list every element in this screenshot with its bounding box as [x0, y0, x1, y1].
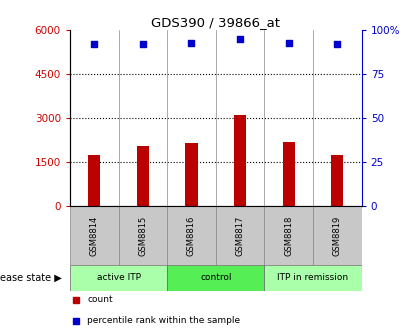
- Text: GSM8818: GSM8818: [284, 215, 293, 256]
- Point: [286, 40, 292, 45]
- Text: GSM8815: GSM8815: [139, 215, 147, 256]
- Bar: [234, 115, 246, 206]
- Text: GSM8814: GSM8814: [90, 215, 99, 256]
- Text: count: count: [88, 295, 113, 304]
- Text: control: control: [200, 274, 231, 283]
- Title: GDS390 / 39866_at: GDS390 / 39866_at: [151, 16, 280, 29]
- Point: [140, 42, 146, 47]
- Text: active ITP: active ITP: [97, 274, 141, 283]
- Text: disease state ▶: disease state ▶: [0, 273, 62, 283]
- Bar: [264, 265, 362, 291]
- Bar: [70, 265, 167, 291]
- Bar: [167, 265, 264, 291]
- Text: GSM8819: GSM8819: [333, 215, 342, 256]
- Point: [91, 42, 97, 47]
- Bar: [331, 155, 344, 206]
- Point: [237, 36, 243, 42]
- Bar: [216, 206, 264, 265]
- Bar: [264, 206, 313, 265]
- Text: percentile rank within the sample: percentile rank within the sample: [88, 317, 240, 325]
- Bar: [167, 206, 216, 265]
- Bar: [88, 155, 100, 206]
- Point: [334, 42, 341, 47]
- Point: [188, 40, 195, 45]
- Text: GSM8816: GSM8816: [187, 215, 196, 256]
- Bar: [313, 206, 362, 265]
- Text: GSM8817: GSM8817: [236, 215, 245, 256]
- Bar: [118, 206, 167, 265]
- Bar: [137, 146, 149, 206]
- Text: ITP in remission: ITP in remission: [277, 274, 349, 283]
- Bar: [185, 143, 198, 206]
- Bar: [70, 206, 118, 265]
- Bar: [283, 142, 295, 206]
